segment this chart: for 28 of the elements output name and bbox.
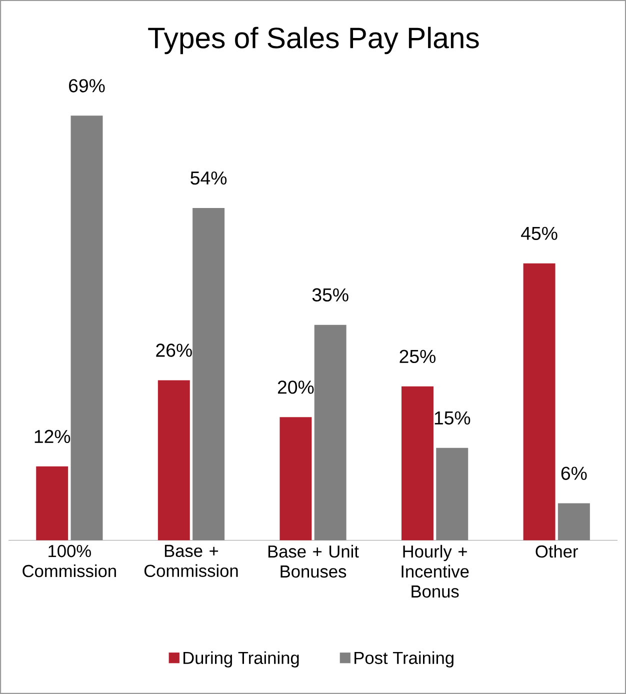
bar — [36, 466, 68, 540]
x-tick-label: 100% Commission — [22, 544, 116, 578]
bar — [558, 503, 590, 540]
legend-label: During Training — [183, 651, 299, 668]
bar — [192, 208, 225, 540]
bar — [401, 386, 434, 540]
x-tick-label: Hourly + Incentive Bonus — [402, 544, 469, 598]
bar — [280, 417, 312, 540]
data-label: 26% — [156, 344, 192, 357]
data-label: 20% — [278, 380, 314, 394]
data-label: 25% — [400, 350, 436, 364]
data-label: 69% — [69, 79, 105, 92]
chart-title: Types of Sales Pay Plans — [148, 26, 479, 54]
data-label: 6% — [561, 466, 587, 480]
bar — [436, 448, 468, 540]
bar — [314, 324, 346, 540]
legend-label: Post Training — [354, 651, 454, 668]
data-label: 35% — [312, 288, 348, 302]
bar — [523, 263, 556, 540]
bar — [70, 116, 103, 540]
data-label: 54% — [190, 171, 227, 185]
bar — [158, 380, 190, 540]
x-tick-label: Base + Commission — [144, 544, 238, 577]
data-label: 12% — [34, 430, 70, 444]
x-tick-label: Base + Unit Bonuses — [268, 544, 359, 578]
x-tick-label: Other — [536, 544, 578, 558]
data-label: 15% — [434, 411, 470, 425]
data-label: 45% — [521, 226, 558, 240]
